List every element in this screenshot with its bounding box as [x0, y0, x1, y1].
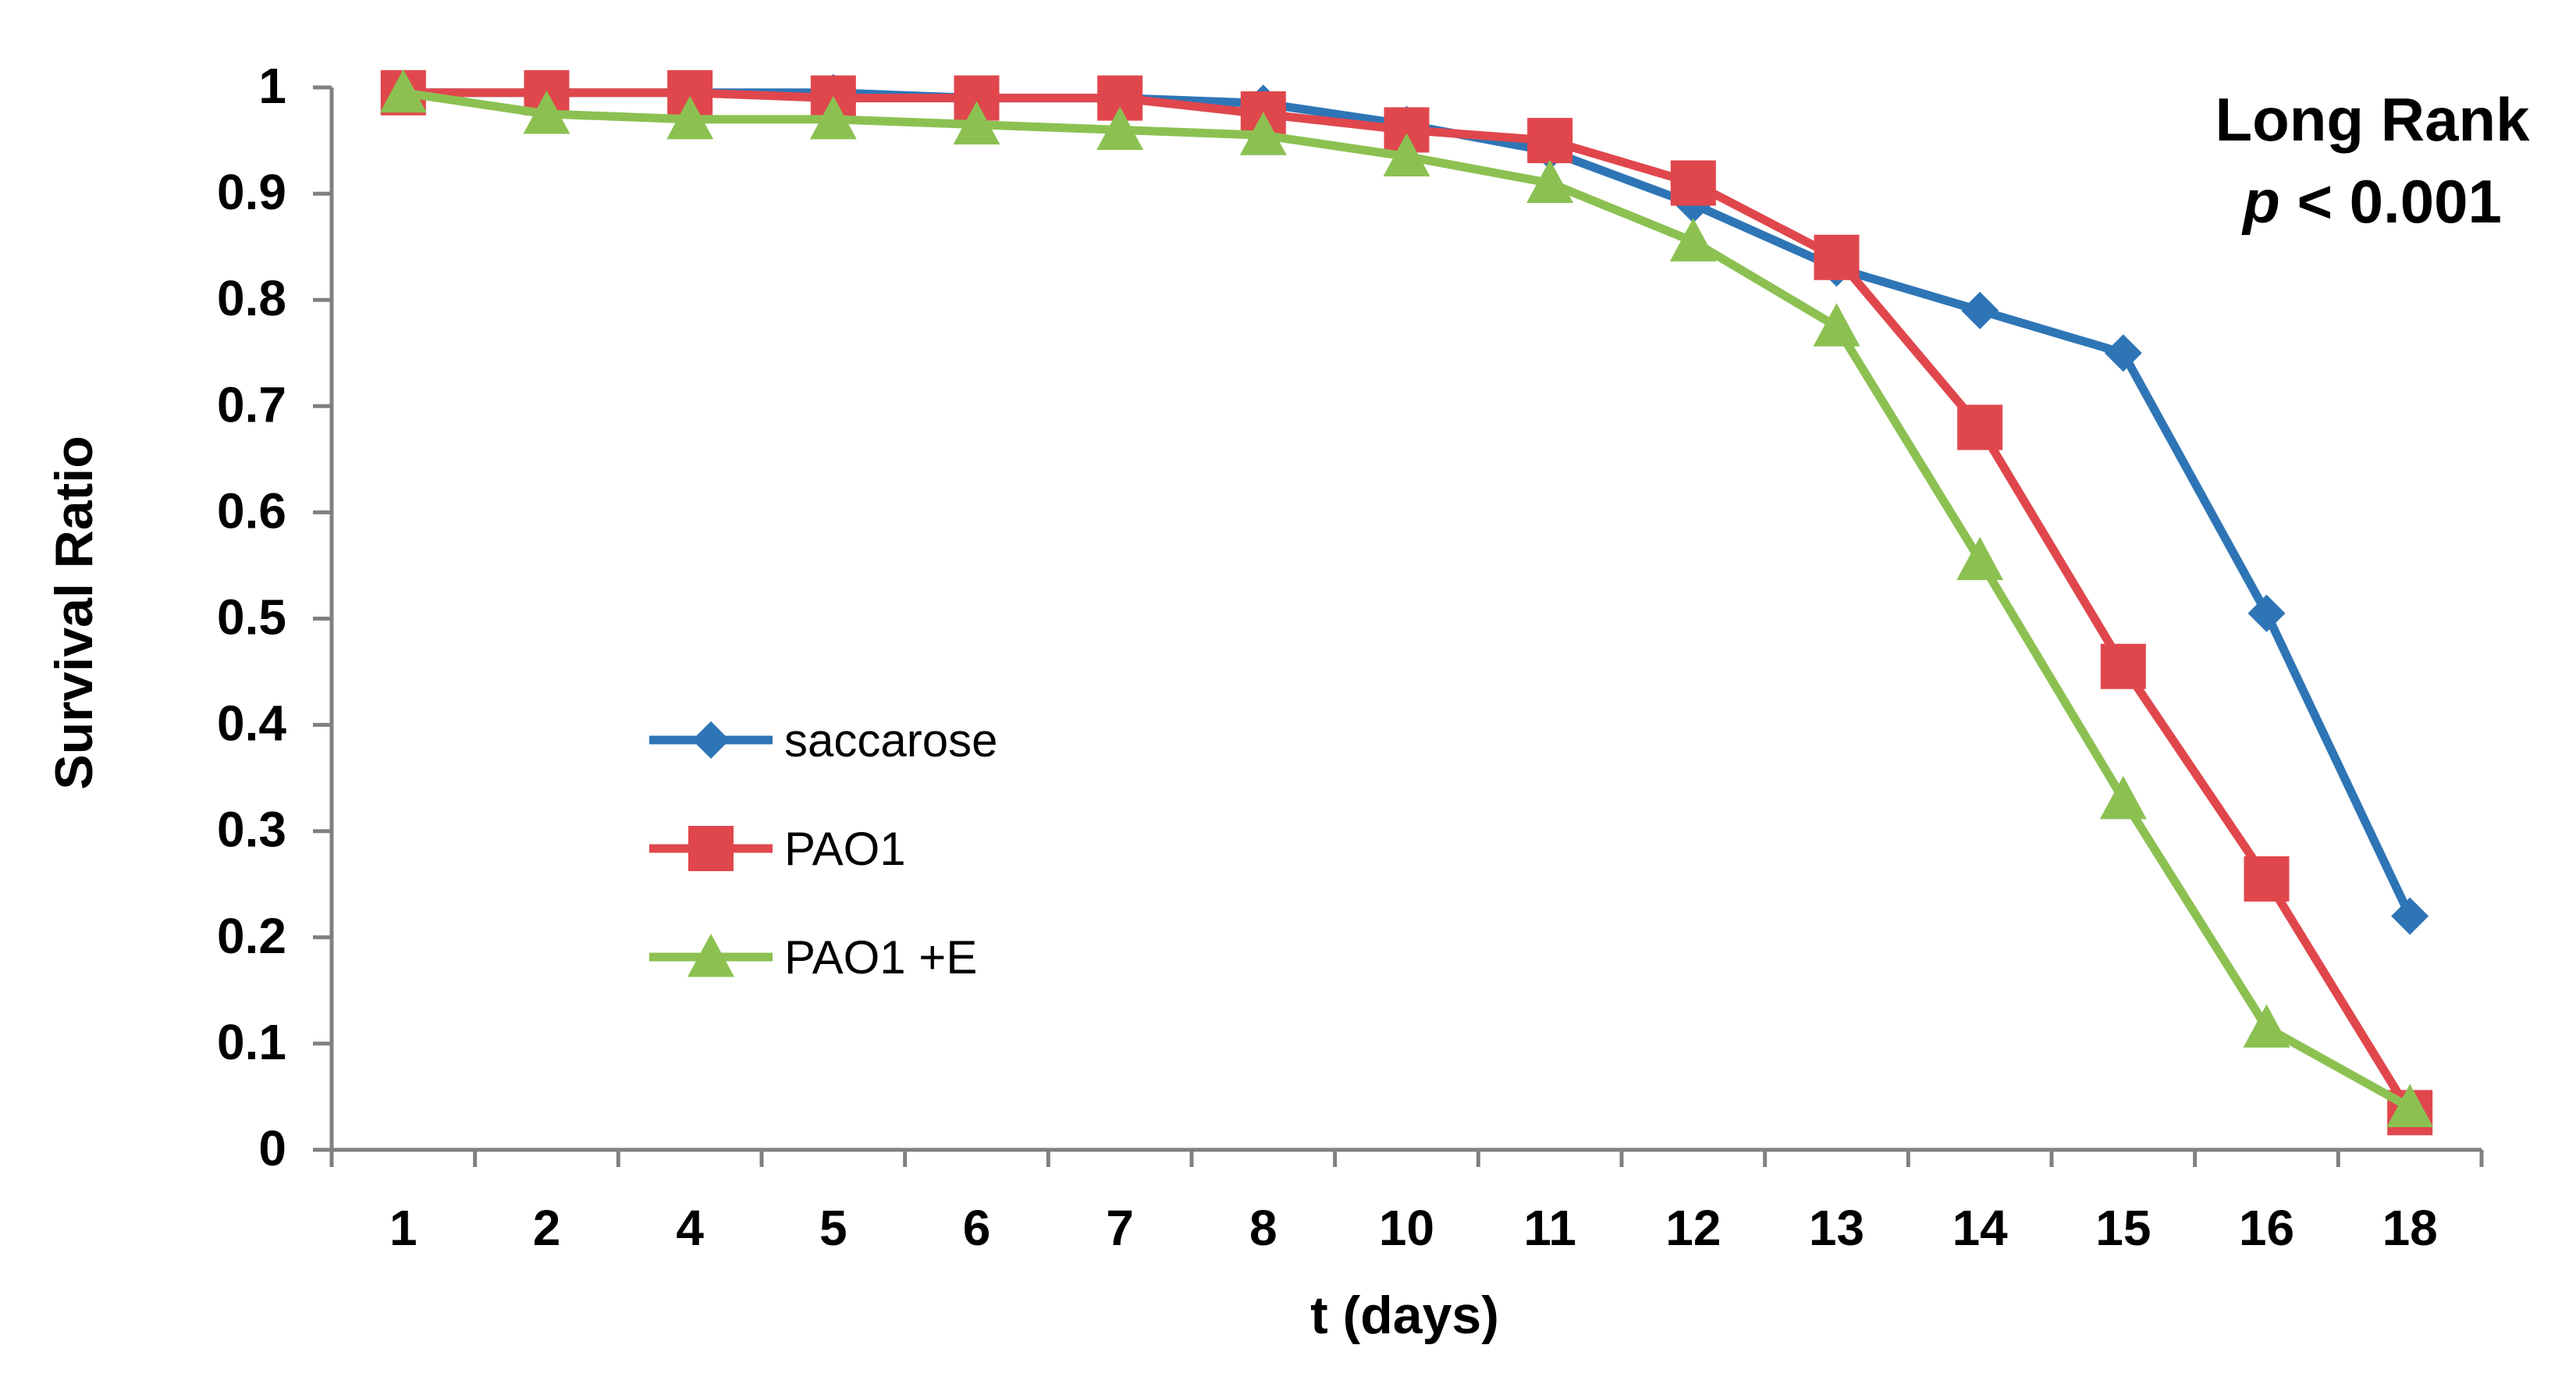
data-point-pao1 [1670, 160, 1716, 206]
data-point-pao1-e [1669, 218, 1717, 262]
data-point-pao1-e [523, 91, 570, 134]
legend-marker-saccarose [692, 721, 730, 759]
y-tick-label: 0.7 [217, 376, 286, 432]
data-point-pao1-e [1383, 133, 1430, 176]
annotation-p-symbol: p [2241, 167, 2280, 236]
x-tick-label: 8 [1249, 1200, 1277, 1256]
y-tick-label: 1 [258, 58, 286, 114]
data-point-pao1 [2100, 643, 2146, 689]
y-tick-label: 0.8 [217, 270, 286, 326]
annotation-p-value: p < 0.001 [2241, 167, 2502, 236]
x-tick-label: 13 [1809, 1200, 1864, 1256]
series-pao1-e [379, 69, 2434, 1128]
data-point-pao1-e [1239, 112, 1287, 155]
series-pao1 [380, 69, 2433, 1136]
y-axis-ticks: 0 0.1 0.2 0.3 0.4 0.5 0.6 0.7 0.8 0.9 1 [217, 58, 332, 1176]
data-point-pao1-e [379, 69, 427, 113]
y-axis-title: Survival Ratio [44, 436, 104, 790]
data-point-pao1-e [2243, 1004, 2290, 1048]
annotation-long-rank: Long Rank [2215, 85, 2531, 154]
data-point-pao1-e [1813, 303, 1860, 347]
x-tick-label: 5 [819, 1200, 847, 1256]
data-point-pao1-e [1096, 106, 1144, 150]
x-tick-label: 7 [1106, 1200, 1134, 1256]
data-point-saccarose [2104, 334, 2142, 372]
legend-marker-pao1-e [688, 934, 734, 977]
x-tick-label: 15 [2095, 1200, 2151, 1256]
data-point-pao1-e [1526, 159, 1574, 203]
data-point-pao1 [2244, 856, 2290, 902]
x-tick-label: 11 [1523, 1200, 1576, 1256]
x-tick-label: 14 [1952, 1200, 2009, 1256]
x-tick-label: 16 [2239, 1200, 2294, 1256]
x-axis-title: t (days) [1310, 1286, 1499, 1345]
x-tick-label: 10 [1379, 1200, 1434, 1256]
annotation-p-rest: < 0.001 [2280, 167, 2502, 236]
x-tick-label: 18 [2382, 1200, 2438, 1256]
y-tick-label: 0.9 [217, 164, 286, 220]
data-point-pao1 [1814, 234, 1860, 280]
x-tick-label: 6 [963, 1200, 991, 1256]
data-point-pao1-e [953, 101, 1000, 145]
legend-label-saccarose: saccarose [784, 714, 997, 767]
data-point-pao1-e [666, 95, 714, 140]
x-tick-label: 1 [389, 1200, 417, 1256]
series-layer [379, 69, 2434, 1136]
data-point-pao1 [1957, 404, 2003, 450]
legend-marker-pao1 [688, 826, 734, 871]
data-point-pao1-e [2099, 775, 2147, 820]
data-point-saccarose [1961, 291, 1999, 329]
y-tick-label: 0 [258, 1120, 286, 1176]
data-point-saccarose [2247, 594, 2286, 632]
y-tick-label: 0.2 [217, 908, 286, 964]
x-axis-ticks: 1 2 4 5 6 7 8 10 11 12 13 14 15 16 18 [329, 1150, 2484, 1256]
x-tick-label: 4 [676, 1200, 704, 1256]
data-point-pao1-e [2386, 1083, 2434, 1128]
y-tick-label: 0.6 [217, 482, 286, 539]
data-point-pao1 [1527, 118, 1573, 164]
y-tick-label: 0.3 [217, 802, 286, 858]
data-point-pao1-e [1956, 536, 2004, 581]
legend: saccarose PAO1 PAO1 +E [649, 714, 997, 984]
y-tick-label: 0.1 [217, 1014, 286, 1070]
data-point-pao1-e [809, 95, 857, 140]
x-tick-label: 12 [1665, 1200, 1721, 1256]
data-point-saccarose [2391, 897, 2429, 935]
legend-label-pao1-e: PAO1 +E [784, 931, 977, 984]
x-tick-label: 2 [533, 1200, 561, 1256]
y-tick-label: 0.4 [217, 696, 286, 752]
legend-label-pao1: PAO1 [784, 823, 906, 875]
series-line-saccarose [403, 88, 2414, 918]
y-tick-label: 0.5 [217, 589, 286, 646]
